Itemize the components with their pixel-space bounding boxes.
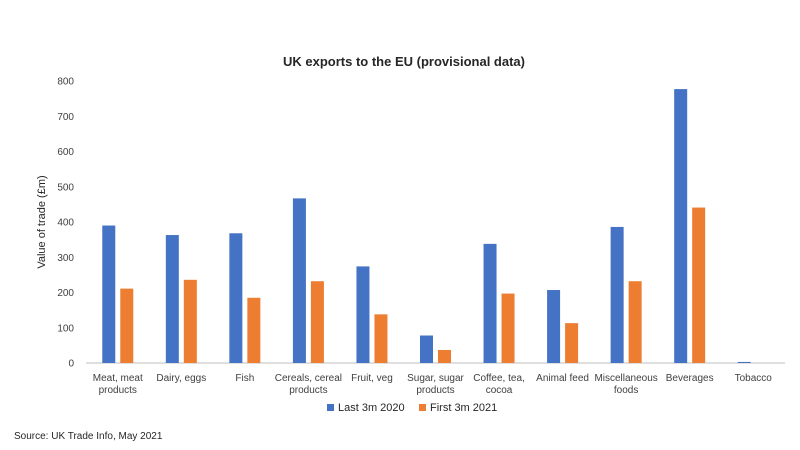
chart-title: UK exports to the EU (provisional data) — [283, 54, 525, 69]
bar-series — [102, 89, 751, 364]
y-tick-label: 600 — [57, 147, 74, 158]
x-tick-label: Meat, meat products — [93, 373, 143, 396]
y-tick-label: 800 — [57, 77, 74, 88]
legend: Last 3m 2020 First 3m 2021 — [327, 402, 497, 414]
bar — [501, 293, 515, 363]
x-tick-label: Sugar, sugar products — [407, 373, 464, 396]
y-tick-label: 300 — [57, 253, 74, 264]
bar — [229, 233, 243, 363]
x-tick-label: Cereals, cereal products — [275, 373, 342, 396]
bar — [737, 361, 751, 363]
bar — [356, 266, 370, 363]
y-tick-label: 200 — [57, 288, 74, 299]
bar — [374, 314, 388, 363]
bar — [310, 281, 324, 363]
bar — [120, 288, 134, 363]
bar — [165, 235, 179, 363]
legend-swatch — [327, 404, 334, 411]
x-tick-label: Fish — [235, 373, 254, 384]
x-tick-label: Tobacco — [735, 373, 773, 384]
y-tick-label: 100 — [57, 323, 74, 334]
x-tick-label: Dairy, eggs — [156, 373, 206, 384]
bar — [547, 290, 561, 363]
bar — [628, 281, 642, 363]
bar — [420, 335, 433, 363]
y-axis-ticks: 0 100 200 300 400 500 600 700 800 — [57, 77, 74, 370]
bar — [610, 226, 624, 363]
x-tick-label: Fruit, veg — [351, 373, 393, 384]
bar — [692, 207, 706, 363]
x-tick-label: Animal feed — [536, 373, 589, 384]
y-tick-label: 400 — [57, 218, 74, 229]
y-axis-title: Value of trade (£m) — [36, 175, 48, 268]
bar — [292, 198, 306, 363]
bar — [565, 323, 579, 363]
y-tick-label: 0 — [68, 359, 74, 370]
bar — [247, 297, 261, 363]
bar — [183, 279, 197, 363]
x-tick-label: Coffee, tea, cocoa — [473, 373, 525, 396]
bar — [102, 225, 116, 363]
x-axis-labels: Meat, meat products Dairy, eggs Fish Cereals… — [93, 373, 773, 396]
bar — [438, 349, 451, 363]
bar — [674, 89, 688, 364]
legend-swatch — [419, 404, 426, 411]
x-tick-label: Miscellaneous foods — [594, 373, 657, 396]
y-tick-label: 700 — [57, 112, 74, 123]
source-note: Source: UK Trade Info, May 2021 — [14, 431, 163, 442]
bar — [483, 243, 497, 363]
legend-label: First 3m 2021 — [430, 402, 497, 414]
y-tick-label: 500 — [57, 182, 74, 193]
x-tick-label: Beverages — [666, 373, 714, 384]
legend-label: Last 3m 2020 — [338, 402, 405, 414]
